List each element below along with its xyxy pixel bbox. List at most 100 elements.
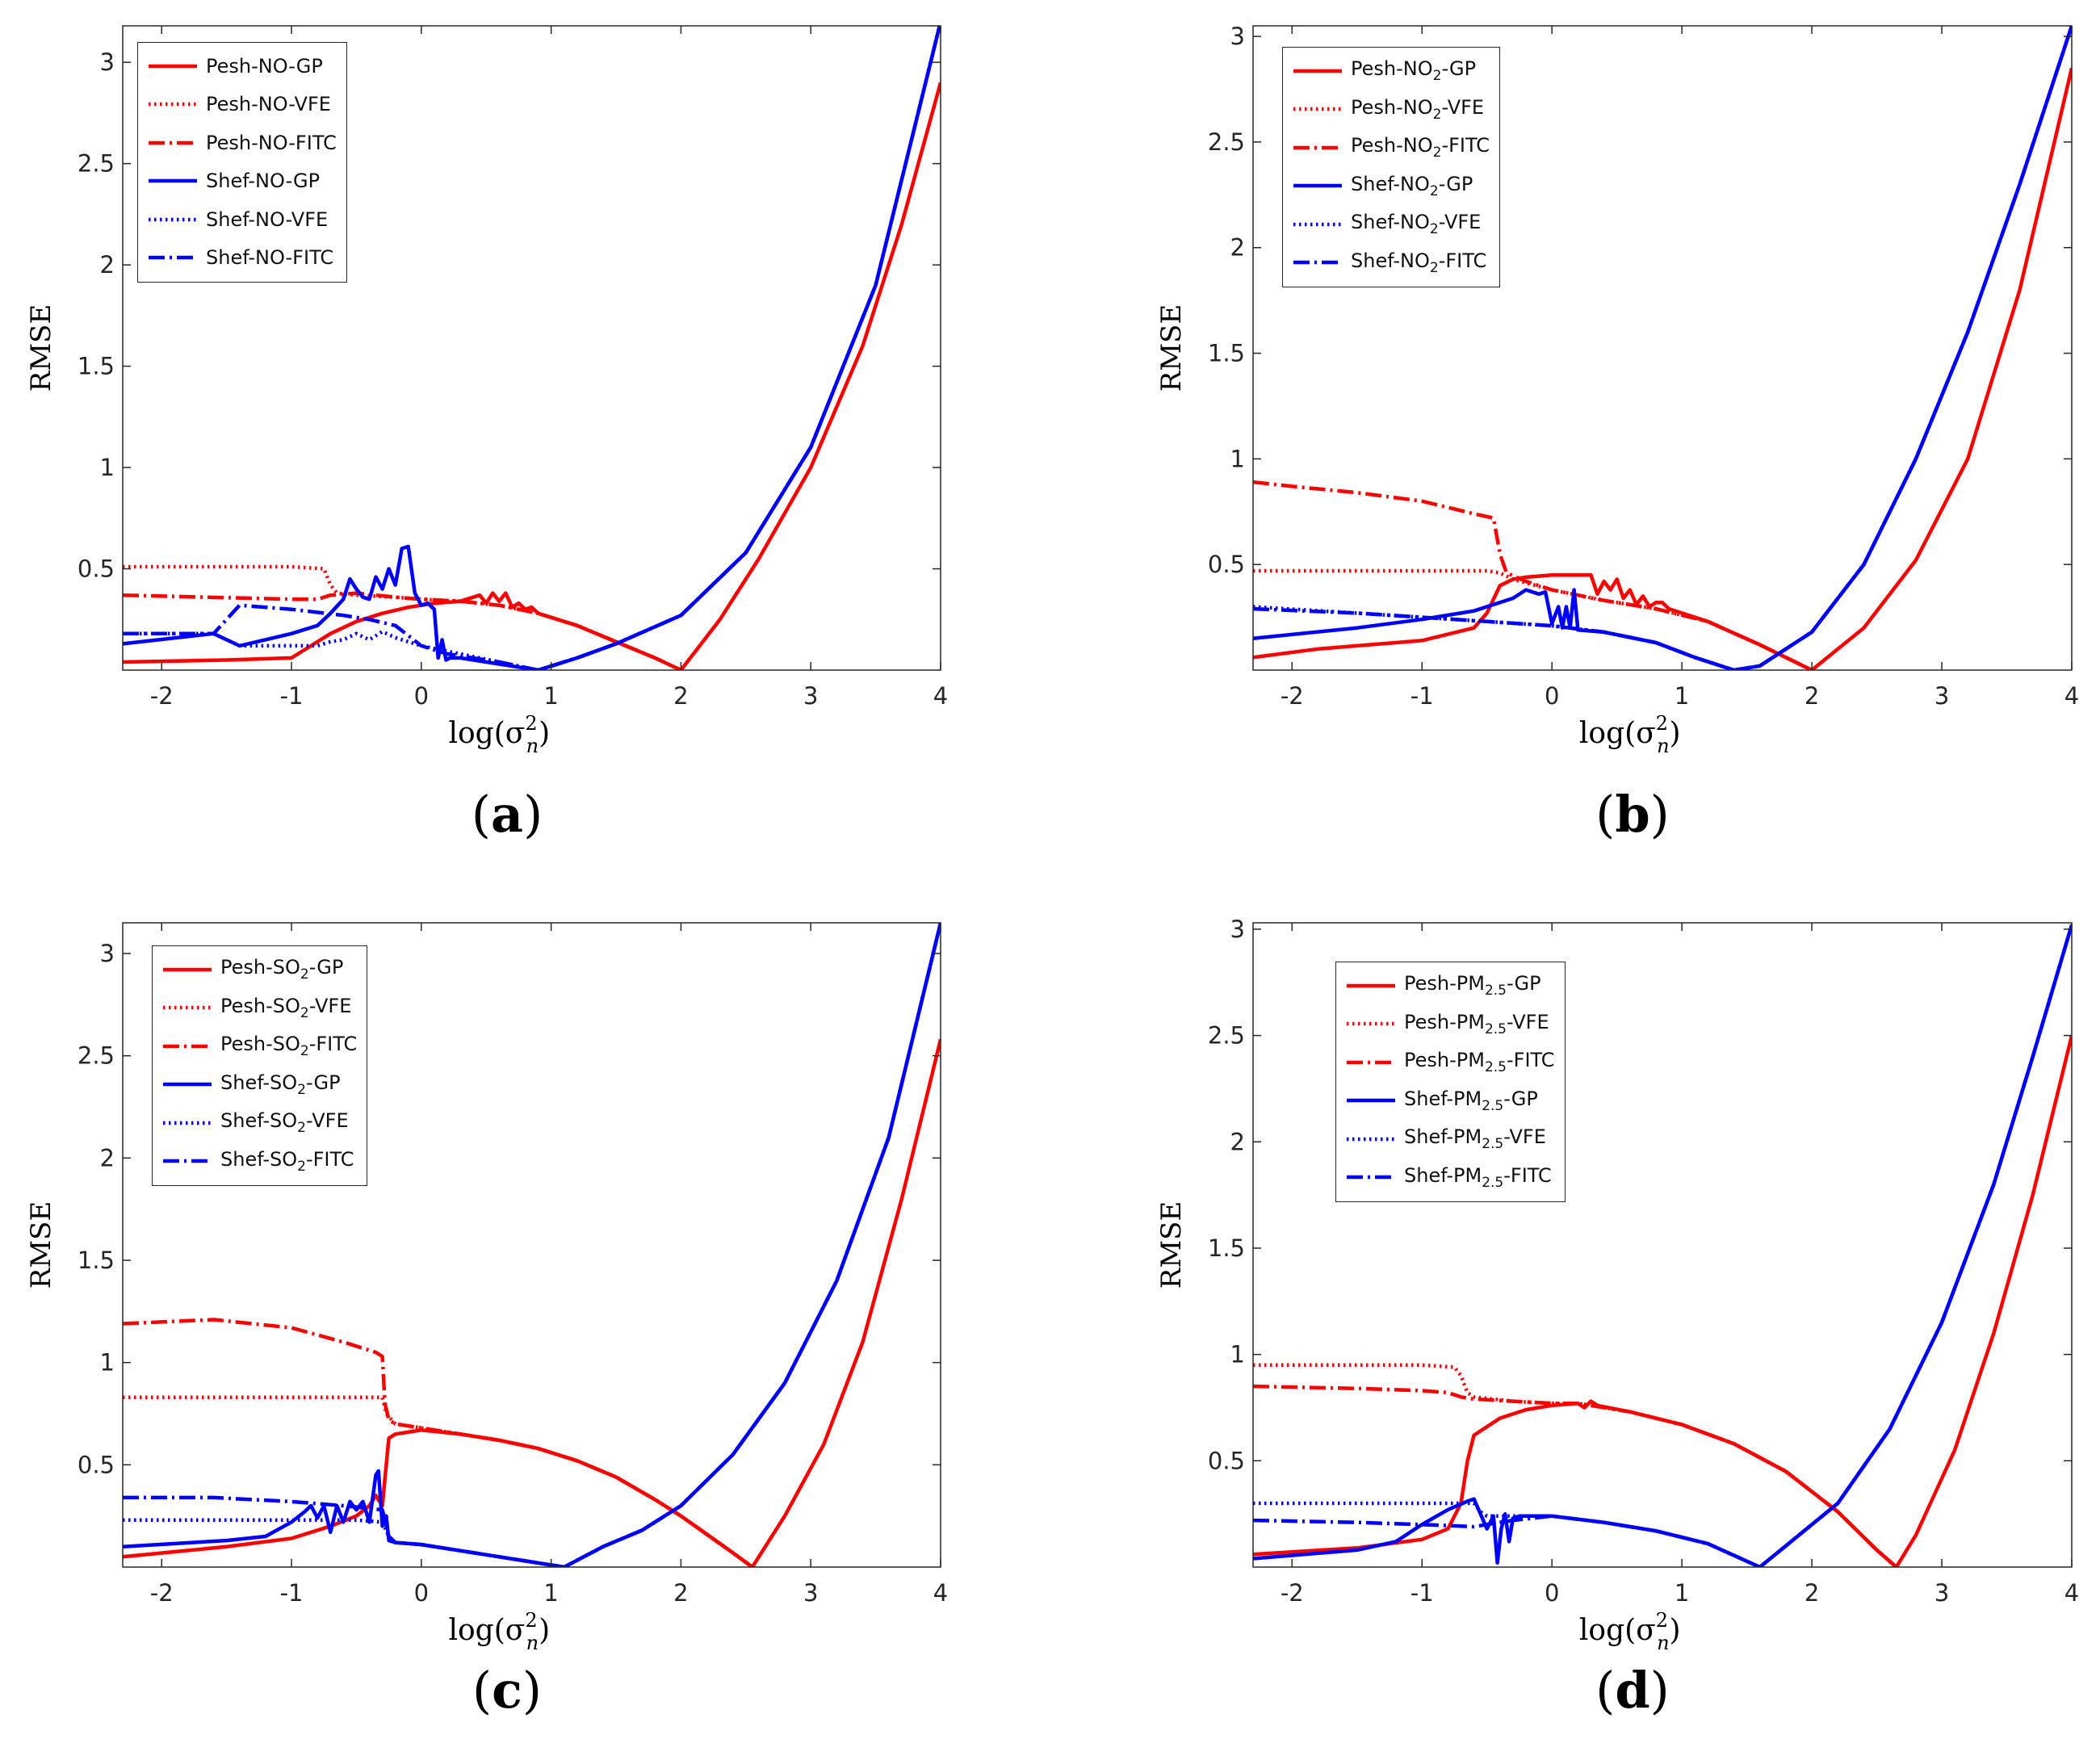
legend-swatch	[1293, 184, 1342, 188]
series-c-1	[123, 1038, 941, 1567]
y-tick-label: 3	[100, 48, 115, 76]
series-b-4	[1253, 26, 2072, 670]
y-tick-label: 1.5	[78, 1247, 115, 1274]
legend-c: Pesh-SO2-GP Pesh-SO2-VFE Pesh-SO2-FITC Shef…	[152, 945, 368, 1186]
legend-item: Pesh-SO2-GP	[161, 950, 357, 989]
legend-swatch	[1293, 69, 1342, 73]
legend-swatch	[163, 1044, 212, 1048]
legend-label: Shef-PM2.5-FITC	[1404, 1163, 1552, 1191]
legend-swatch	[1347, 983, 1395, 987]
y-tick-label: 2.5	[78, 150, 115, 178]
x-tick-label: 1	[1675, 682, 1689, 710]
legend-label: Shef-NO2-FITC	[1351, 249, 1487, 276]
legend-swatch	[1347, 1060, 1395, 1064]
legend-label: Shef-NO-GP	[206, 170, 321, 193]
legend-item: Shef-SO2-FITC	[161, 1142, 357, 1181]
legend-swatch	[163, 1159, 212, 1163]
legend-swatch	[1293, 107, 1342, 111]
chart-c: -2 -1 0 1 2 3 4 0.5 1 1.5 2 2.5 3 RMSE log(σ2 n)	[25, 922, 948, 1654]
legend-label: Pesh-NO-VFE	[206, 93, 331, 116]
legend-swatch	[149, 179, 197, 183]
y-tick-label: 0.5	[78, 555, 115, 583]
legend-swatch	[1347, 1176, 1395, 1180]
legend-d: Pesh-PM2.5-GP Pesh-PM2.5-VFE Pesh-PM2.5-FI…	[1335, 962, 1566, 1202]
x-tick-label: 0	[414, 682, 429, 710]
x-tick-label: 2	[1804, 1579, 1819, 1607]
y-axis-label: RMSE	[25, 1201, 57, 1289]
x-tick-label: 2	[673, 1579, 688, 1607]
legend-label: Pesh-NO2-FITC	[1351, 134, 1490, 161]
x-tick-label: -2	[1281, 1579, 1304, 1607]
legend-item: Shef-NO2-FITC	[1291, 244, 1490, 283]
x-tick-label: -2	[150, 1579, 174, 1607]
x-tick-label: 3	[803, 1579, 818, 1607]
legend-swatch	[149, 64, 197, 68]
series-b-1	[1253, 67, 2072, 670]
legend-label: Shef-NO2-GP	[1351, 172, 1473, 199]
y-tick-label: 1	[100, 1349, 115, 1377]
x-tick-label: -2	[1281, 682, 1304, 710]
legend-item: Pesh-PM2.5-GP	[1344, 966, 1555, 1005]
x-tick-label: -1	[1410, 682, 1434, 710]
y-axis-label: RMSE	[25, 304, 57, 392]
y-tick-label: 1.5	[78, 353, 115, 380]
series-c-6	[123, 923, 941, 1567]
x-tick-label: 0	[1545, 682, 1559, 710]
y-tick-label: 2.5	[1208, 1022, 1245, 1050]
x-axis-label: log(σ2 n)	[448, 712, 550, 757]
series-a-2	[123, 564, 682, 670]
axes-box-d	[1252, 922, 2073, 1568]
legend-item: Shef-NO-GP	[146, 162, 337, 201]
legend-swatch	[1293, 222, 1342, 226]
legend-swatch	[1347, 1099, 1395, 1103]
legend-label: Pesh-NO2-GP	[1351, 57, 1477, 85]
x-axis-label: log(σ2 n)	[1579, 712, 1681, 757]
y-tick-label: 1.5	[1208, 1234, 1245, 1262]
chart-b: -2 -1 0 1 2 3 4 0.5 1 1.5 2 2.5 3 RMSE log(σ2 n)	[1155, 23, 2079, 757]
x-tick-label: 4	[933, 682, 948, 710]
series-c-5	[123, 923, 941, 1567]
legend-label: Shef-PM2.5-GP	[1404, 1087, 1538, 1114]
y-tick-label: 0.5	[1208, 1447, 1245, 1474]
legend-item: Pesh-NO2-GP	[1291, 52, 1490, 90]
legend-item: Shef-NO2-VFE	[1291, 205, 1490, 244]
legend-label: Pesh-PM2.5-FITC	[1404, 1049, 1555, 1076]
chart-a: -2 -1 0 1 2 3 4 0.5 1 1.5 2 2.5 3 RMSE log(σ2 n)	[25, 25, 948, 757]
legend-item: Shef-PM2.5-VFE	[1344, 1120, 1555, 1159]
x-tick-label: 4	[933, 1579, 948, 1607]
legend-swatch	[149, 140, 197, 145]
legend-label: Pesh-NO2-VFE	[1351, 95, 1485, 123]
legend-item: Pesh-NO-GP	[146, 47, 337, 86]
legend-b: Pesh-NO2-GP Pesh-NO2-VFE Pesh-NO2-FITC Shef…	[1282, 47, 1500, 287]
legend-item: Shef-NO-VFE	[146, 200, 337, 239]
y-tick-label: 2	[100, 1144, 115, 1171]
x-tick-label: -1	[1410, 1579, 1434, 1607]
x-tick-label: -2	[150, 682, 174, 710]
panel-d: -2 -1 0 1 2 3 4 0.5 1 1.5 2 2.5 3 RMSE log(σ2 n) Pesh-P…	[1050, 878, 2099, 1755]
y-tick-label: 3	[1230, 23, 1245, 50]
x-tick-label: 3	[803, 682, 818, 710]
legend-a: Pesh-NO-GP Pesh-NO-VFE Pesh-NO-FITC Shef-NO…	[137, 42, 347, 283]
x-axis-label: log(σ2 n)	[448, 1609, 550, 1654]
legend-label: Pesh-PM2.5-GP	[1404, 972, 1541, 1000]
legend-label: Pesh-PM2.5-VFE	[1404, 1010, 1549, 1037]
y-tick-label: 1	[100, 454, 115, 481]
legend-swatch	[163, 1083, 212, 1087]
legend-swatch	[149, 217, 197, 221]
series-b-2	[1253, 568, 1813, 670]
y-tick-label: 2	[1230, 234, 1245, 262]
legend-swatch	[1293, 261, 1342, 265]
legend-item: Shef-PM2.5-FITC	[1344, 1159, 1555, 1197]
legend-item: Pesh-NO2-VFE	[1291, 90, 1490, 129]
x-tick-label: 3	[1934, 1579, 1949, 1607]
legend-item: Shef-SO2-GP	[161, 1066, 357, 1104]
y-tick-label: 0.5	[78, 1451, 115, 1478]
legend-label: Shef-SO2-VFE	[220, 1109, 349, 1137]
caption-d: (d)	[1595, 1661, 1670, 1720]
legend-item: Pesh-NO-VFE	[146, 86, 337, 124]
y-tick-label: 2.5	[78, 1042, 115, 1070]
x-tick-label: 1	[543, 682, 558, 710]
y-axis-label: RMSE	[1155, 1201, 1188, 1289]
legend-item: Pesh-PM2.5-VFE	[1344, 1005, 1555, 1044]
x-tick-label: 4	[2064, 1579, 2079, 1607]
